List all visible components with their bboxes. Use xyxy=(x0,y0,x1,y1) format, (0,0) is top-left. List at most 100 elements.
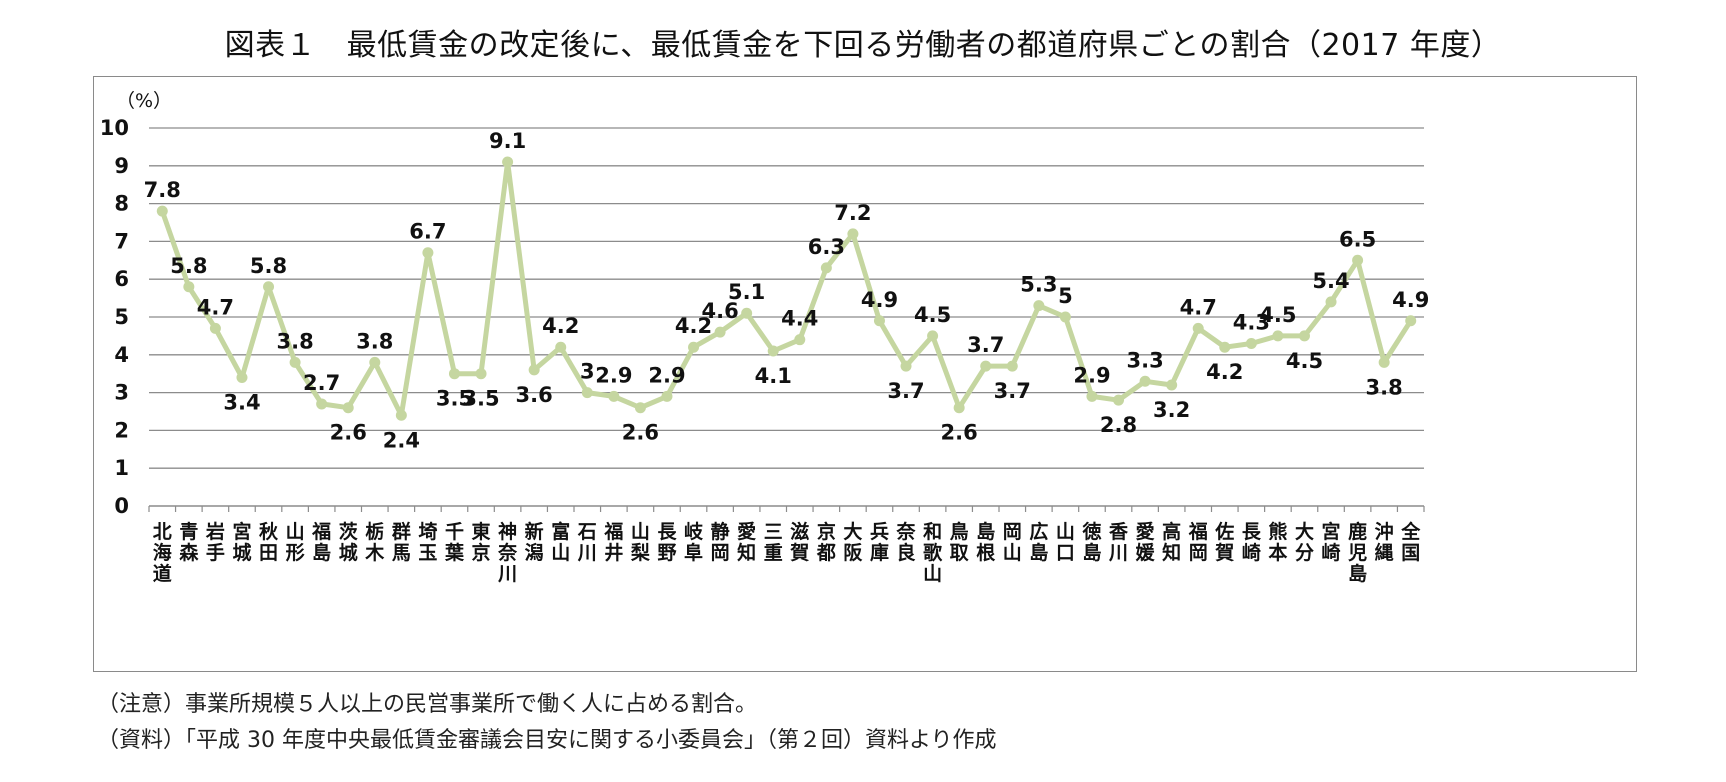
data-label: 5.8 xyxy=(250,254,287,278)
category-label: 宮城 xyxy=(232,520,251,564)
y-tick-label: 9 xyxy=(114,154,129,178)
chart-title: 図表１ 最低賃金の改定後に、最低賃金を下回る労働者の都道府県ごとの割合（2017… xyxy=(224,28,1502,63)
y-axis-unit-label: （%） xyxy=(116,90,172,112)
data-point xyxy=(1006,360,1018,372)
data-point xyxy=(156,205,168,217)
category-label: 愛知 xyxy=(737,521,756,564)
data-point xyxy=(1219,341,1231,353)
data-point xyxy=(448,368,460,380)
data-point xyxy=(980,360,992,372)
data-label: 4.2 xyxy=(675,314,712,338)
category-label: 徳島 xyxy=(1081,520,1101,564)
category-label: 岐阜 xyxy=(684,521,704,564)
category-labels: 北海道青森岩手宮城秋田山形福島茨城栃木群馬埼玉千葉東京神奈川新潟富山石川福井山梨… xyxy=(153,520,1421,585)
data-label: 6.3 xyxy=(808,235,845,259)
data-point xyxy=(1378,356,1390,368)
data-point xyxy=(555,341,567,353)
data-point xyxy=(528,364,540,376)
category-label: 福島 xyxy=(311,520,331,564)
data-point xyxy=(1113,394,1125,406)
data-point xyxy=(1298,330,1310,342)
data-label: 5.3 xyxy=(1020,273,1057,297)
note-source: （資料）「平成 30 年度中央最低賃金審議会目安に関する小委員会」（第２回）資料… xyxy=(97,728,997,753)
category-label: 沖縄 xyxy=(1375,520,1394,564)
category-label: 北海道 xyxy=(153,521,172,585)
data-label: 4.2 xyxy=(542,314,579,338)
data-point xyxy=(1166,379,1178,391)
data-label: 3.5 xyxy=(462,387,499,411)
data-label: 2.6 xyxy=(330,421,367,445)
data-label: 4.9 xyxy=(861,288,898,312)
data-label: 7.2 xyxy=(834,201,871,225)
category-label: 和歌山 xyxy=(923,520,943,585)
data-label: 3.8 xyxy=(276,329,313,353)
category-label: 茨城 xyxy=(339,520,358,564)
data-label: 6.7 xyxy=(409,220,446,244)
data-point xyxy=(1059,311,1071,323)
y-tick-label: 6 xyxy=(114,267,129,291)
data-label: 4.9 xyxy=(1392,288,1429,312)
category-label: 群馬 xyxy=(391,520,411,564)
data-point xyxy=(1086,390,1098,402)
category-label: 兵庫 xyxy=(870,521,889,564)
data-point xyxy=(1325,296,1337,308)
category-label: 岩手 xyxy=(205,520,225,564)
data-point xyxy=(209,322,221,334)
data-label: 3.7 xyxy=(994,379,1031,403)
gridlines xyxy=(149,127,1424,469)
data-label: 4.3 xyxy=(1233,310,1270,334)
data-point xyxy=(1272,330,1284,342)
data-point xyxy=(342,402,354,414)
category-label: 鹿児島 xyxy=(1347,520,1367,585)
x-axis xyxy=(148,505,1425,512)
data-point xyxy=(1192,322,1204,334)
category-label: 長野 xyxy=(657,521,677,564)
category-label: 愛媛 xyxy=(1135,521,1156,564)
data-point xyxy=(767,345,779,357)
data-point xyxy=(608,390,620,402)
category-label: 栃木 xyxy=(364,520,385,564)
category-label: 長崎 xyxy=(1242,521,1262,564)
category-label: 高知 xyxy=(1162,520,1181,564)
data-point xyxy=(661,390,673,402)
data-label: 3.7 xyxy=(967,333,1004,357)
category-label: 鳥取 xyxy=(950,520,969,564)
data-label: 3.7 xyxy=(887,379,924,403)
data-label: 4.6 xyxy=(701,299,738,323)
data-label: 6.5 xyxy=(1339,227,1376,251)
y-tick-label: 7 xyxy=(114,229,129,253)
y-tick-label: 0 xyxy=(114,494,129,518)
data-label: 3 xyxy=(580,360,595,384)
data-point xyxy=(927,330,939,342)
data-label: 2.7 xyxy=(303,371,340,395)
data-point xyxy=(1352,254,1364,266)
category-label: 全国 xyxy=(1400,520,1421,564)
data-label: 3.5 xyxy=(436,387,473,411)
y-tick-label: 8 xyxy=(114,192,129,216)
y-axis-ticks: 0 1 2 3 4 5 6 7 8 9 10 xyxy=(100,116,129,518)
data-label: 3.3 xyxy=(1126,348,1163,372)
y-tick-label: 4 xyxy=(114,343,129,367)
data-point xyxy=(1405,315,1417,327)
category-label: 新潟 xyxy=(525,520,544,564)
data-label: 5.8 xyxy=(170,254,207,278)
y-tick-label: 1 xyxy=(114,456,129,480)
data-point xyxy=(502,156,514,168)
category-label: 熊本 xyxy=(1268,520,1287,564)
category-label: 静岡 xyxy=(711,520,730,564)
data-point xyxy=(688,341,700,353)
data-point xyxy=(236,371,248,383)
category-label: 東京 xyxy=(472,520,491,564)
y-tick-label: 3 xyxy=(114,381,129,405)
data-label: 3.2 xyxy=(1153,398,1190,422)
data-point xyxy=(183,281,195,293)
data-labels: 7.8 5.8 4.7 3.4 5.8 3.8 2.7 2.6 3.8 2.4 6.7 3.53.5 9… xyxy=(144,129,1430,452)
data-point xyxy=(263,281,275,293)
category-label: 島根 xyxy=(976,520,995,564)
category-label: 滋賀 xyxy=(789,520,809,564)
data-label: 5.4 xyxy=(1312,269,1349,293)
data-label: 2.9 xyxy=(1073,363,1110,387)
category-label: 宮崎 xyxy=(1322,520,1341,564)
data-label: 2.4 xyxy=(383,428,420,452)
data-points xyxy=(156,156,1417,421)
